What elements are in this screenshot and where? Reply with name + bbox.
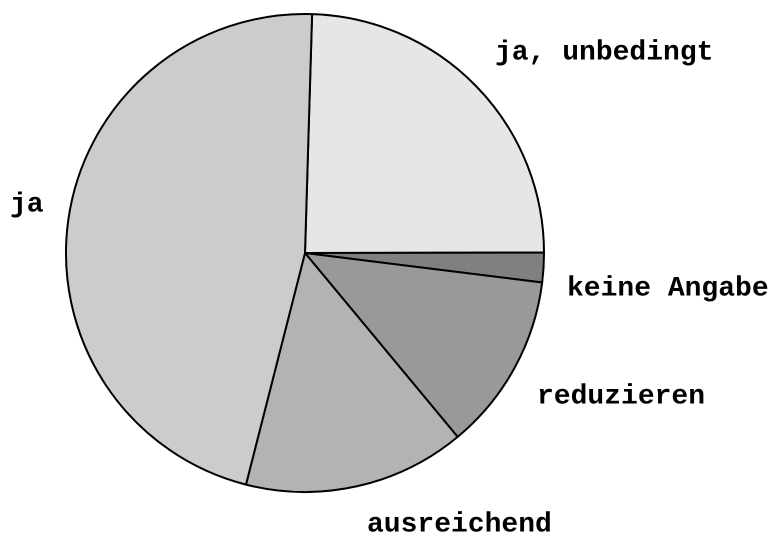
pie-slice: [65, 13, 314, 486]
slice-label: ja, unbedingt: [495, 37, 713, 68]
pie-slice: [304, 252, 544, 438]
slice-label: reduzieren: [537, 381, 705, 412]
pie-slice: [244, 252, 459, 493]
slice-label: ausreichend: [367, 509, 552, 536]
pie-slice: [304, 13, 545, 254]
slice-label: ja: [10, 189, 44, 220]
slice-label: keine Angabe: [567, 273, 769, 304]
